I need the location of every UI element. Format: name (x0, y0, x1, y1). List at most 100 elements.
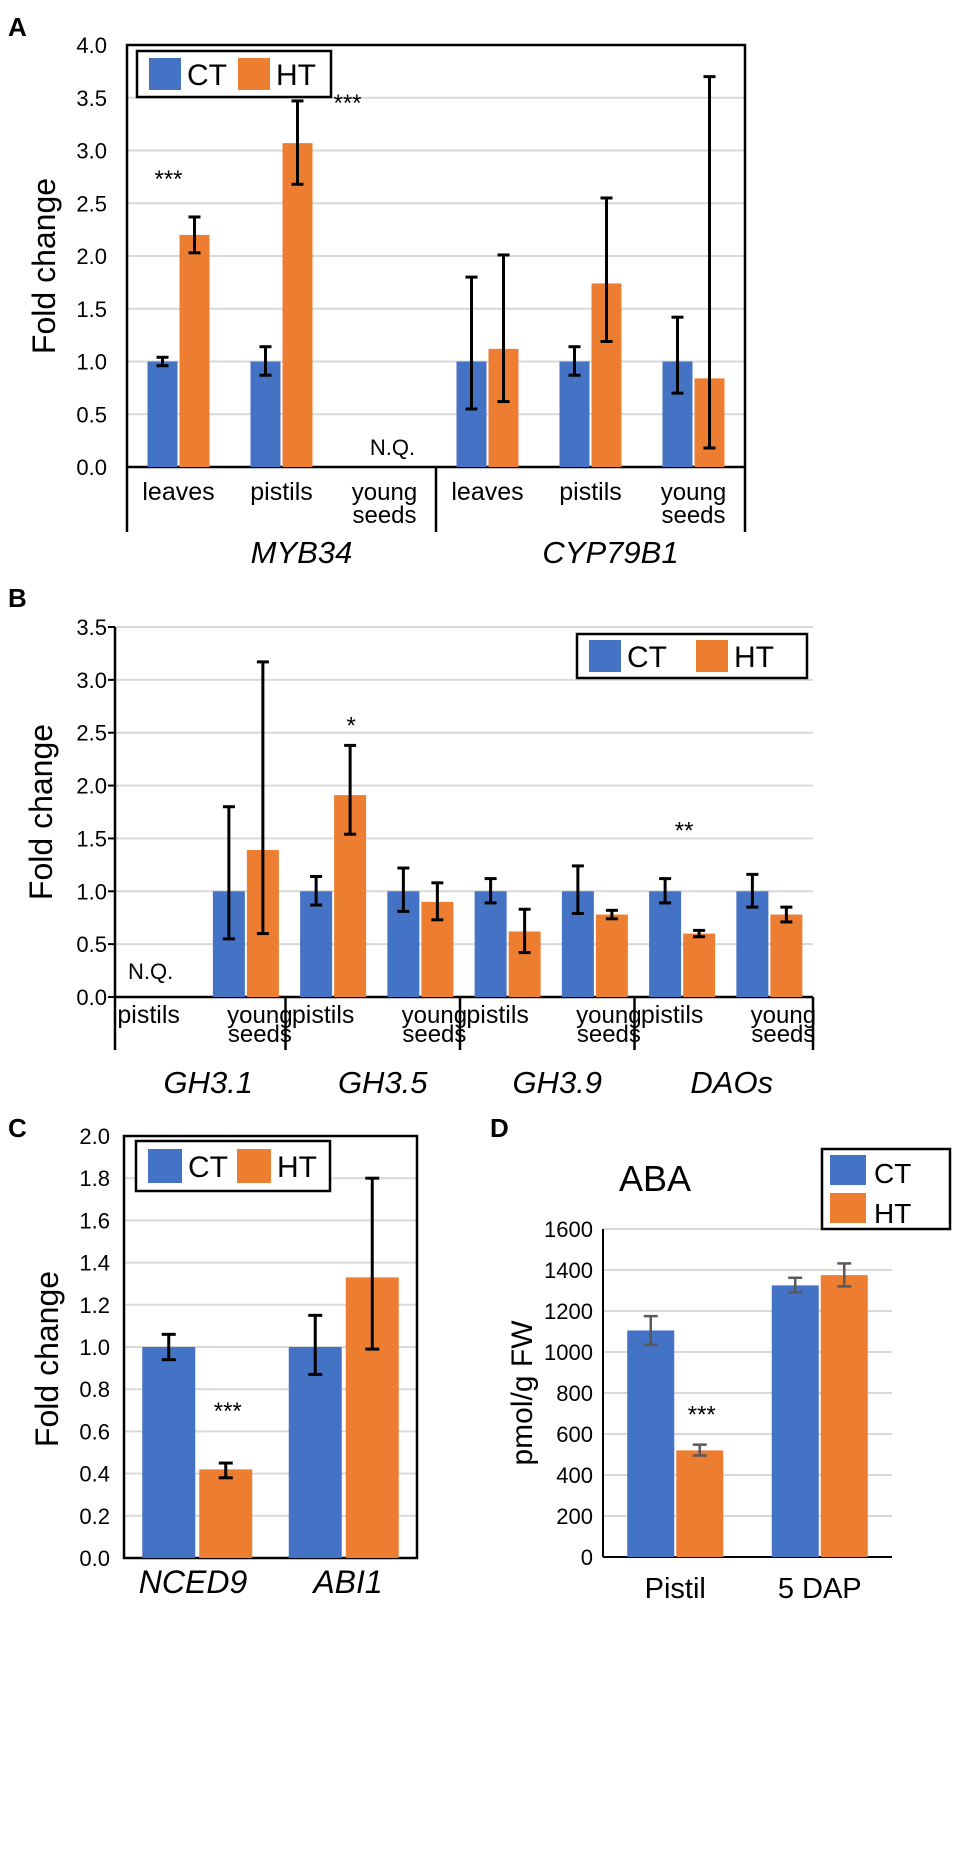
panel-label-c: C (8, 1113, 27, 1143)
y-tick-label: 1.0 (76, 350, 107, 375)
x-category-label: leaves (142, 478, 214, 506)
legend-label-ht: HT (874, 1198, 911, 1229)
significance-marker: *** (333, 90, 361, 117)
x-category-label: seeds (402, 1021, 466, 1048)
x-category-label: pistils (466, 1001, 529, 1029)
bar-ht (199, 1469, 253, 1558)
bar-ht (820, 1275, 868, 1557)
significance-marker: *** (214, 1398, 242, 1425)
bar-ht (676, 1450, 724, 1557)
bar-ct (559, 361, 590, 467)
bar-ht (179, 234, 210, 467)
x-category-label: seeds (751, 1021, 815, 1048)
legend-swatch-ht (238, 58, 270, 90)
x-category-label: 5 DAP (778, 1573, 862, 1605)
y-tick-label: 1200 (544, 1299, 593, 1324)
gene-label: DAOs (690, 1065, 773, 1100)
x-category-label: seeds (352, 502, 416, 529)
y-tick-label: 3.5 (76, 615, 107, 640)
y-tick-label: 3.0 (76, 668, 107, 693)
legend-label-ct: CT (627, 641, 667, 674)
gene-label: CYP79B1 (542, 535, 678, 570)
bar-ct (147, 361, 178, 467)
bar-ct (649, 891, 682, 997)
x-category-label: seeds (228, 1021, 292, 1048)
y-tick-label: 0.6 (79, 1419, 110, 1444)
bar-ht (282, 143, 313, 468)
bar-ct (474, 891, 507, 997)
bar-ht (770, 914, 803, 997)
significance-marker: * (346, 712, 355, 739)
y-axis-label: Fold change (29, 1271, 65, 1447)
y-axis-label: Fold change (26, 178, 62, 354)
legend-swatch-ct (149, 58, 181, 90)
y-tick-label: 1.0 (76, 879, 107, 904)
gene-label: GH3.9 (512, 1065, 602, 1100)
y-tick-label: 200 (556, 1504, 593, 1529)
y-tick-label: 0.5 (76, 932, 107, 957)
panel-label-b: B (8, 583, 27, 613)
y-tick-label: 3.0 (76, 139, 107, 164)
y-tick-label: 600 (556, 1422, 593, 1447)
legend-swatch-ct (148, 1149, 182, 1183)
x-category-label: young (352, 479, 417, 506)
legend-label-ht: HT (276, 59, 316, 92)
bar-ct (288, 1347, 342, 1558)
not-quantified-label: N.Q. (370, 435, 415, 460)
significance-marker: *** (688, 1402, 716, 1429)
x-category-label: young (751, 1002, 816, 1029)
panel-d: D ABA 0 200 400 600 800 1000 1200 1400 1600 pmol/g … (490, 1113, 952, 1605)
panel-label-a: A (8, 12, 27, 42)
bar-ct (736, 891, 769, 997)
x-category-label: NCED9 (139, 1564, 248, 1600)
bar-ct (300, 891, 333, 997)
x-category-label: young (227, 1002, 292, 1029)
x-category-label: leaves (451, 478, 523, 506)
gene-label: GH3.1 (163, 1065, 253, 1100)
bar-ct (142, 1347, 196, 1558)
bar-ht (683, 933, 716, 997)
legend-label-ct: CT (874, 1158, 911, 1189)
y-tick-label: 2.0 (76, 774, 107, 799)
significance-marker: *** (154, 166, 182, 193)
gene-label: GH3.5 (338, 1065, 428, 1100)
plot-frame (122, 1134, 419, 1560)
x-category-label: seeds (577, 1021, 641, 1048)
x-category-label: pistils (117, 1001, 180, 1029)
y-tick-label: 1.6 (79, 1208, 110, 1233)
y-tick-label: 0.0 (79, 1546, 110, 1571)
y-tick-label: 1.2 (79, 1293, 110, 1318)
y-tick-label: 0 (581, 1545, 593, 1570)
x-category-label: pistils (292, 1001, 355, 1029)
y-tick-label: 0.0 (76, 455, 107, 480)
y-tick-label: 1600 (544, 1217, 593, 1242)
y-tick-label: 800 (556, 1381, 593, 1406)
y-tick-label: 1.5 (76, 297, 107, 322)
legend-swatch-ct (589, 640, 621, 672)
panel-b: B 0.0 0.5 1.0 1.5 2.0 2.5 3.0 3.5 Fold change N.Q.… (8, 583, 816, 1100)
y-tick-label: 1400 (544, 1258, 593, 1283)
not-quantified-label: N.Q. (128, 959, 173, 984)
y-tick-label: 2.5 (76, 191, 107, 216)
panel-a: A 0.0 0.5 1.0 1.5 2.0 2.5 3.0 3.5 4.0 Fold change *… (8, 12, 747, 570)
y-axis-label: pmol/g FW (506, 1320, 539, 1466)
y-tick-label: 0.4 (79, 1462, 110, 1487)
y-tick-label: 2.0 (79, 1124, 110, 1149)
y-tick-label: 1.0 (79, 1335, 110, 1360)
legend-label-ht: HT (277, 1151, 317, 1184)
gene-label: MYB34 (251, 535, 353, 570)
x-category-label: ABI1 (311, 1564, 382, 1600)
x-category-label: seeds (661, 502, 725, 529)
legend-swatch-ht (830, 1193, 866, 1223)
chart-title: ABA (619, 1158, 691, 1199)
legend-label-ct: CT (188, 1151, 228, 1184)
x-category-label: pistils (250, 478, 313, 506)
y-tick-label: 2.5 (76, 721, 107, 746)
y-tick-label: 0.5 (76, 402, 107, 427)
y-tick-label: 2.0 (76, 244, 107, 269)
legend-label-ct: CT (187, 59, 227, 92)
y-tick-label: 0.0 (76, 985, 107, 1010)
y-tick-label: 1.5 (76, 826, 107, 851)
x-category-label: Pistil (645, 1573, 706, 1605)
